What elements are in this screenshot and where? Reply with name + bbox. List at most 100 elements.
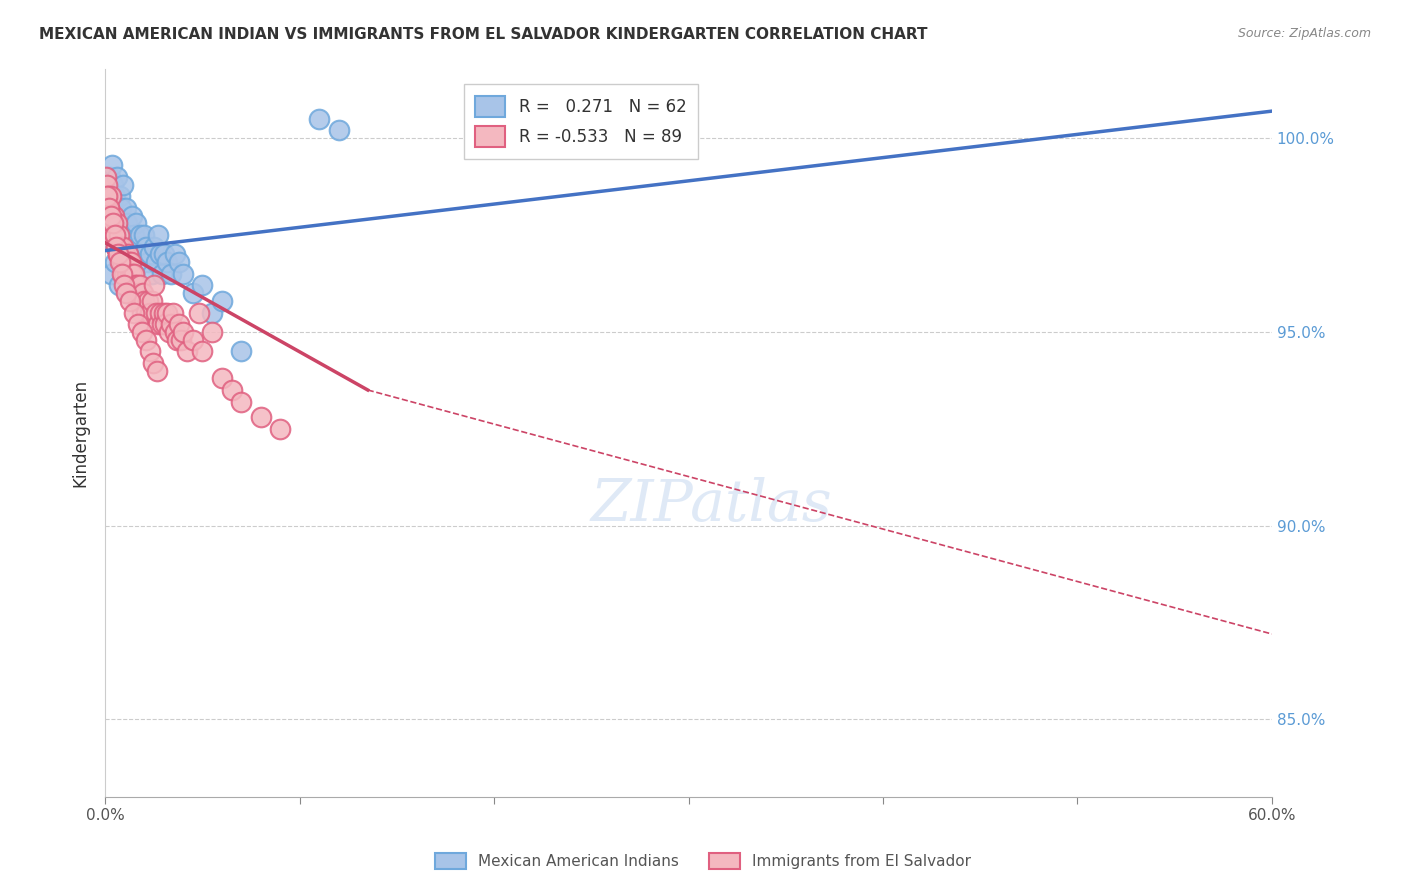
Point	[108, 217, 131, 231]
Point	[167, 255, 190, 269]
Point	[131, 325, 153, 339]
Point	[112, 267, 135, 281]
Point	[149, 247, 172, 261]
Point	[172, 267, 194, 281]
Point	[111, 267, 134, 281]
Point	[150, 267, 173, 281]
Point	[111, 228, 134, 243]
Point	[124, 267, 146, 281]
Point	[115, 286, 138, 301]
Point	[131, 305, 153, 319]
Point	[111, 267, 134, 281]
Point	[107, 209, 129, 223]
Point	[96, 178, 118, 192]
Y-axis label: Kindergarten: Kindergarten	[72, 378, 89, 487]
Point	[100, 189, 122, 203]
Point	[166, 333, 188, 347]
Point	[125, 217, 148, 231]
Point	[98, 169, 121, 184]
Point	[155, 317, 177, 331]
Point	[111, 240, 134, 254]
Point	[170, 333, 193, 347]
Point	[107, 247, 129, 261]
Point	[157, 325, 180, 339]
Point	[105, 240, 128, 254]
Point	[145, 255, 167, 269]
Point	[131, 286, 153, 301]
Point	[108, 189, 131, 203]
Point	[201, 325, 224, 339]
Point	[114, 255, 136, 269]
Point	[121, 267, 143, 281]
Point	[142, 356, 165, 370]
Text: ZIPatlas: ZIPatlas	[591, 477, 832, 533]
Point	[146, 228, 169, 243]
Point	[111, 255, 134, 269]
Point	[122, 278, 145, 293]
Point	[98, 201, 121, 215]
Point	[191, 344, 214, 359]
Point	[96, 189, 118, 203]
Point	[249, 410, 271, 425]
Point	[97, 178, 120, 192]
Point	[136, 293, 159, 308]
Point	[114, 247, 136, 261]
Point	[122, 305, 145, 319]
Point	[165, 247, 187, 261]
Point	[100, 228, 122, 243]
Point	[162, 305, 184, 319]
Point	[101, 178, 124, 192]
Point	[114, 201, 136, 215]
Point	[127, 317, 149, 331]
Point	[129, 228, 152, 243]
Point	[132, 286, 155, 301]
Point	[156, 255, 179, 269]
Point	[172, 325, 194, 339]
Point	[142, 278, 165, 293]
Point	[101, 228, 124, 243]
Point	[100, 209, 122, 223]
Point	[152, 305, 174, 319]
Point	[231, 394, 253, 409]
Point	[125, 286, 148, 301]
Point	[104, 240, 127, 254]
Point	[120, 278, 142, 293]
Point	[104, 189, 127, 203]
Point	[101, 158, 124, 172]
Point	[103, 217, 125, 231]
Point	[112, 247, 135, 261]
Point	[132, 293, 155, 308]
Point	[149, 305, 172, 319]
Point	[201, 305, 224, 319]
Point	[191, 278, 214, 293]
Point	[150, 317, 173, 331]
Point	[139, 247, 162, 261]
Point	[100, 267, 122, 281]
Point	[127, 293, 149, 308]
Point	[145, 305, 167, 319]
Point	[117, 240, 139, 254]
Point	[110, 255, 132, 269]
Point	[141, 267, 163, 281]
Point	[231, 344, 253, 359]
Point	[120, 293, 142, 308]
Point	[115, 286, 138, 301]
Point	[124, 228, 146, 243]
Point	[120, 255, 142, 269]
Point	[110, 247, 132, 261]
Point	[156, 305, 179, 319]
Point	[112, 278, 135, 293]
Point	[211, 371, 233, 385]
Point	[181, 286, 204, 301]
Text: Source: ZipAtlas.com: Source: ZipAtlas.com	[1237, 27, 1371, 40]
Point	[127, 278, 149, 293]
Point	[105, 169, 128, 184]
Point	[103, 209, 125, 223]
Point	[308, 112, 330, 126]
Point	[110, 201, 132, 215]
Point	[142, 240, 165, 254]
Point	[167, 317, 190, 331]
Point	[269, 422, 291, 436]
Point	[121, 255, 143, 269]
Point	[117, 255, 139, 269]
